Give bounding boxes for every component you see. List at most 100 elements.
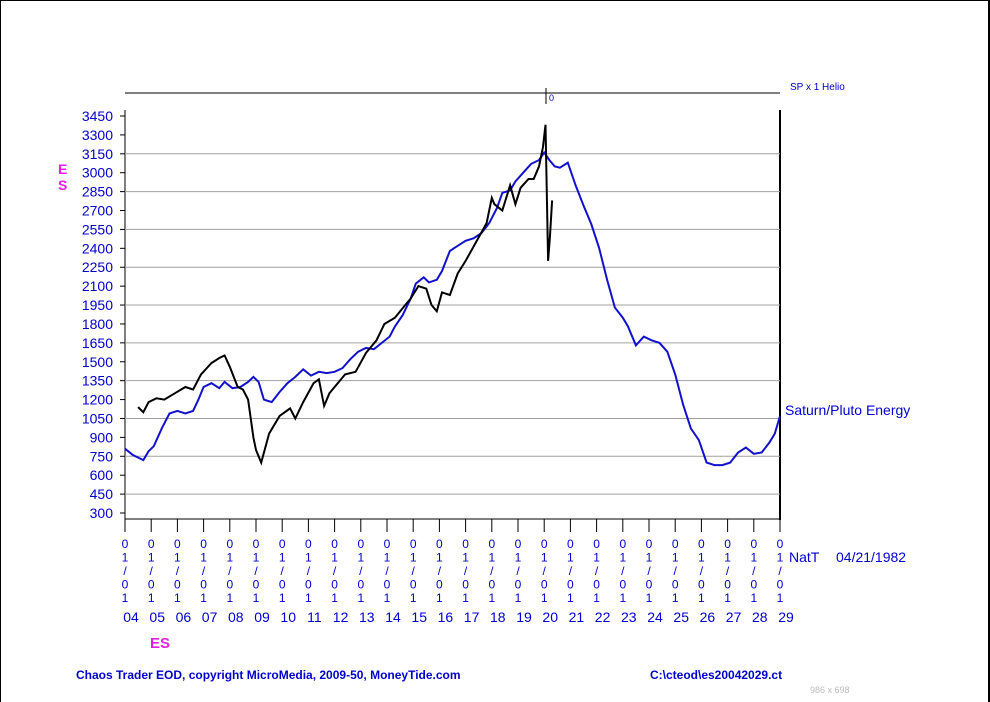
x-tick-date-char: 0 — [200, 537, 207, 551]
x-tick-date-char: 0 — [331, 537, 338, 551]
x-tick-date-char: 0 — [174, 537, 181, 551]
x-tick-year-label: 14 — [385, 609, 401, 625]
x-tick-date-char: / — [490, 564, 494, 578]
y-tick-label: 2700 — [82, 203, 113, 219]
x-tick-date-char: / — [281, 564, 285, 578]
x-tick-date-char: 1 — [698, 551, 705, 565]
x-tick-date-char: 0 — [672, 537, 679, 551]
x-tick-date-char: 1 — [698, 591, 705, 605]
x-tick-date-char: 0 — [436, 537, 443, 551]
x-tick-date-char: 1 — [148, 551, 155, 565]
x-tick-date-char: / — [228, 564, 232, 578]
x-tick-date-char: / — [778, 564, 782, 578]
x-tick-year-label: 21 — [569, 609, 585, 625]
x-tick-date-char: 1 — [279, 591, 286, 605]
x-tick-date-char: 1 — [567, 591, 574, 605]
x-tick-date-char: 0 — [148, 578, 155, 592]
x-tick-date-char: 1 — [410, 551, 417, 565]
x-tick-date-char: 0 — [646, 578, 653, 592]
x-tick-labels: 01/010401/010501/010601/010701/010801/01… — [122, 519, 794, 625]
x-tick-date-char: 0 — [331, 578, 338, 592]
x-tick-date-char: 0 — [462, 578, 469, 592]
x-tick-date-char: 1 — [174, 591, 181, 605]
x-tick-date-char: / — [674, 564, 678, 578]
x-tick-date-char: 1 — [646, 591, 653, 605]
x-tick-date-char: / — [202, 564, 206, 578]
footer-image-size: 986 x 698 — [810, 685, 850, 695]
x-tick-date-char: 1 — [541, 591, 548, 605]
x-tick-date-char: 0 — [672, 578, 679, 592]
x-tick-date-char: 1 — [750, 591, 757, 605]
x-tick-year-label: 28 — [752, 609, 768, 625]
x-tick-year-label: 04 — [123, 609, 139, 625]
natt-label: NatT — [789, 549, 820, 565]
x-tick-date-char: / — [307, 564, 311, 578]
y-tick-label: 2550 — [82, 221, 113, 237]
y-tick-label: 450 — [90, 486, 114, 502]
x-tick-date-char: 0 — [541, 578, 548, 592]
footer-copyright: Chaos Trader EOD, copyright MicroMedia, … — [76, 668, 461, 682]
x-tick-date-char: / — [569, 564, 573, 578]
x-tick-year-label: 20 — [542, 609, 558, 625]
x-tick-date-char: 0 — [226, 578, 233, 592]
x-tick-date-char: 0 — [122, 578, 129, 592]
x-tick-date-char: 1 — [619, 591, 626, 605]
x-tick-date-char: 1 — [122, 591, 129, 605]
y-tick-label: 1650 — [82, 335, 113, 351]
x-tick-date-char: 1 — [541, 551, 548, 565]
y-tick-label: 1350 — [82, 373, 113, 389]
x-tick-date-char: 1 — [253, 591, 260, 605]
x-tick-year-label: 18 — [490, 609, 506, 625]
x-tick-date-char: 0 — [619, 578, 626, 592]
x-tick-year-label: 08 — [228, 609, 244, 625]
x-tick-date-char: / — [700, 564, 704, 578]
x-tick-date-char: / — [543, 564, 547, 578]
x-tick-date-char: 1 — [148, 591, 155, 605]
legend-saturn-pluto-energy: Saturn/Pluto Energy — [785, 402, 910, 418]
y-tick-label: 1200 — [82, 392, 113, 408]
x-tick-date-char: 1 — [305, 551, 312, 565]
x-tick-year-label: 06 — [176, 609, 192, 625]
x-tick-date-char: 0 — [515, 578, 522, 592]
x-tick-year-label: 16 — [438, 609, 454, 625]
x-tick-date-char: 0 — [646, 537, 653, 551]
y-tick-label: 1050 — [82, 410, 113, 426]
x-tick-date-char: 0 — [200, 578, 207, 592]
x-tick-date-char: 0 — [279, 537, 286, 551]
x-tick-date-char: 0 — [541, 537, 548, 551]
x-tick-date-char: / — [412, 564, 416, 578]
y-tick-label: 600 — [90, 467, 114, 483]
x-tick-date-char: 1 — [436, 591, 443, 605]
x-tick-date-char: / — [726, 564, 730, 578]
x-tick-date-char: 1 — [174, 551, 181, 565]
x-tick-year-label: 09 — [254, 609, 270, 625]
x-tick-date-char: 0 — [122, 537, 129, 551]
x-tick-date-char: / — [647, 564, 651, 578]
x-tick-date-char: 1 — [331, 551, 338, 565]
x-tick-date-char: 1 — [331, 591, 338, 605]
top-scale-title: SP x 1 Helio — [790, 82, 845, 93]
footer-file-path: C:\cteod\es20042029.ct — [650, 668, 782, 682]
x-tick-year-label: 11 — [307, 609, 322, 625]
y-axis-label-e: E — [58, 161, 67, 177]
x-tick-date-char: 1 — [384, 591, 391, 605]
y-tick-label: 900 — [90, 429, 114, 445]
x-tick-date-char: 1 — [410, 591, 417, 605]
x-tick-date-char: 0 — [384, 537, 391, 551]
x-tick-date-char: 0 — [724, 537, 731, 551]
x-tick-date-char: 0 — [698, 578, 705, 592]
x-tick-date-char: 1 — [567, 551, 574, 565]
x-tick-date-char: / — [438, 564, 442, 578]
x-tick-date-char: 1 — [724, 591, 731, 605]
x-tick-date-char: 0 — [357, 578, 364, 592]
x-tick-date-char: 0 — [253, 578, 260, 592]
x-tick-date-char: / — [150, 564, 154, 578]
x-tick-date-char: 0 — [384, 578, 391, 592]
x-tick-date-char: 0 — [567, 578, 574, 592]
y-tick-label: 2250 — [82, 259, 113, 275]
x-tick-date-char: 0 — [488, 537, 495, 551]
x-tick-date-char: 0 — [462, 537, 469, 551]
x-tick-date-char: 0 — [619, 537, 626, 551]
x-tick-date-char: 0 — [410, 537, 417, 551]
